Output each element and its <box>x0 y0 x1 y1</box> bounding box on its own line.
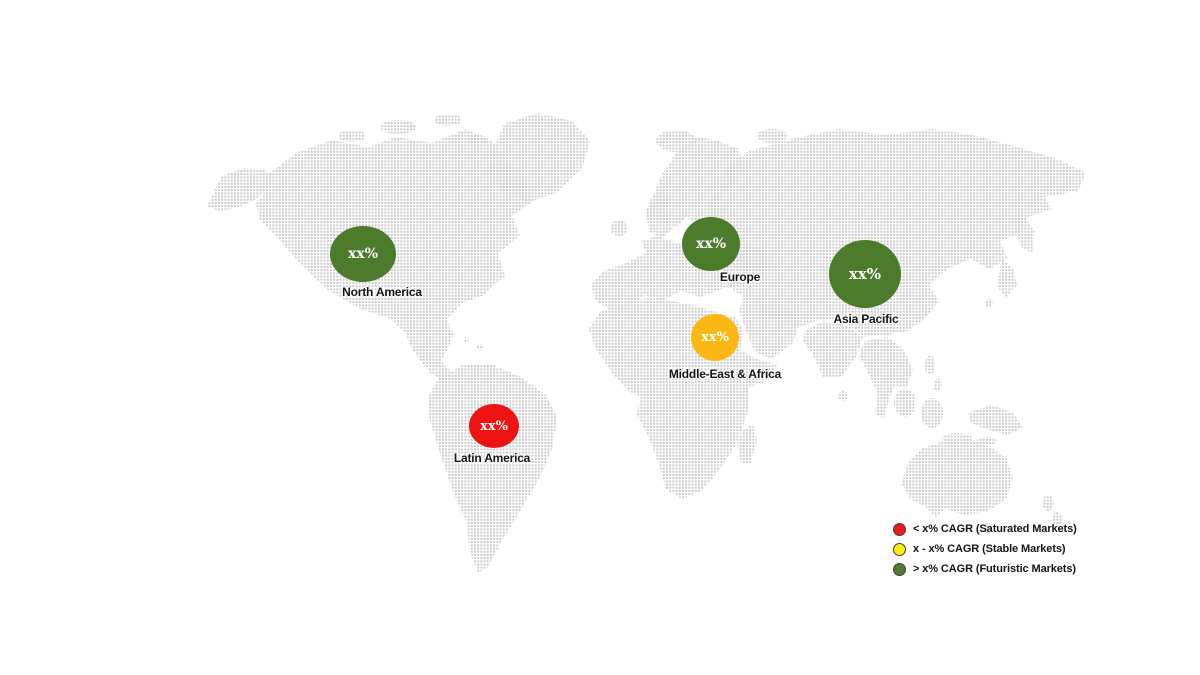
region-cagr-value: xx% <box>480 418 508 434</box>
legend-dot-yellow <box>893 542 906 556</box>
landmass-arctic-island <box>380 120 416 134</box>
landmass-philippines <box>925 355 935 375</box>
landmass-lesser-sunda <box>977 437 997 445</box>
legend-item-saturated: < x% CAGR (Saturated Markets) <box>893 522 1077 536</box>
legend-dot-red <box>893 522 906 536</box>
region-label-latin-america: Latin America <box>453 451 531 465</box>
region-bubble-latin-america: xx% <box>469 404 519 448</box>
landmass-sri-lanka <box>838 391 848 401</box>
landmass-sumatra <box>894 389 916 417</box>
region-cagr-value: xx% <box>848 265 882 283</box>
region-cagr-value: xx% <box>696 236 726 252</box>
landmass-greenland <box>489 113 590 203</box>
landmass-ireland <box>610 220 628 236</box>
landmass-japan-south <box>985 299 993 307</box>
region-label-asia-pacific: Asia Pacific <box>833 312 899 326</box>
landmass-asia <box>702 129 1086 337</box>
landmass-novaya-zemlya <box>757 129 787 143</box>
region-cagr-value: xx% <box>701 330 729 345</box>
landmass-caribbean <box>463 337 469 343</box>
landmass-tasmania <box>983 523 993 533</box>
region-label-europe: Europe <box>719 270 761 284</box>
landmass-arctic-island <box>434 114 462 126</box>
landmass-new-guinea <box>968 405 1023 435</box>
legend-label-saturated: < x% CAGR (Saturated Markets) <box>913 523 1077 535</box>
region-cagr-value: xx% <box>348 246 378 262</box>
landmass-madagascar <box>737 424 757 465</box>
region-bubble-north-america: xx% <box>330 226 396 282</box>
legend-label-futuristic: > x% CAGR (Futuristic Markets) <box>913 563 1076 575</box>
landmass-borneo <box>921 398 943 428</box>
landmass-arctic-island <box>338 130 366 142</box>
legend-dot-green <box>893 562 906 576</box>
landmass-india <box>803 321 863 377</box>
landmass-south-america <box>428 365 557 573</box>
landmass-japan <box>997 258 1017 297</box>
legend-label-stable: x - x% CAGR (Stable Markets) <box>913 543 1066 555</box>
landmass-alaska <box>207 168 272 211</box>
landmass-new-zealand <box>1052 512 1062 526</box>
legend-item-futuristic: > x% CAGR (Futuristic Markets) <box>893 562 1077 576</box>
region-bubble-asia-pacific: xx% <box>829 240 901 308</box>
region-bubble-middle-east-africa: xx% <box>691 314 739 361</box>
landmass-philippines <box>934 379 942 391</box>
region-label-north-america: North America <box>342 285 422 299</box>
landmass-indochina <box>859 337 913 419</box>
landmass-australia <box>902 439 1013 517</box>
legend-item-stable: x - x% CAGR (Stable Markets) <box>893 542 1077 556</box>
legend: < x% CAGR (Saturated Markets) x - x% CAG… <box>893 522 1077 582</box>
landmass-kamchatka <box>1015 214 1035 253</box>
landmass-caribbean <box>449 331 455 337</box>
region-label-middle-east-africa: Middle-East & Africa <box>668 367 782 381</box>
region-bubble-europe: xx% <box>682 217 740 271</box>
landmass-caribbean <box>477 344 483 350</box>
landmass-new-zealand <box>1042 495 1054 511</box>
